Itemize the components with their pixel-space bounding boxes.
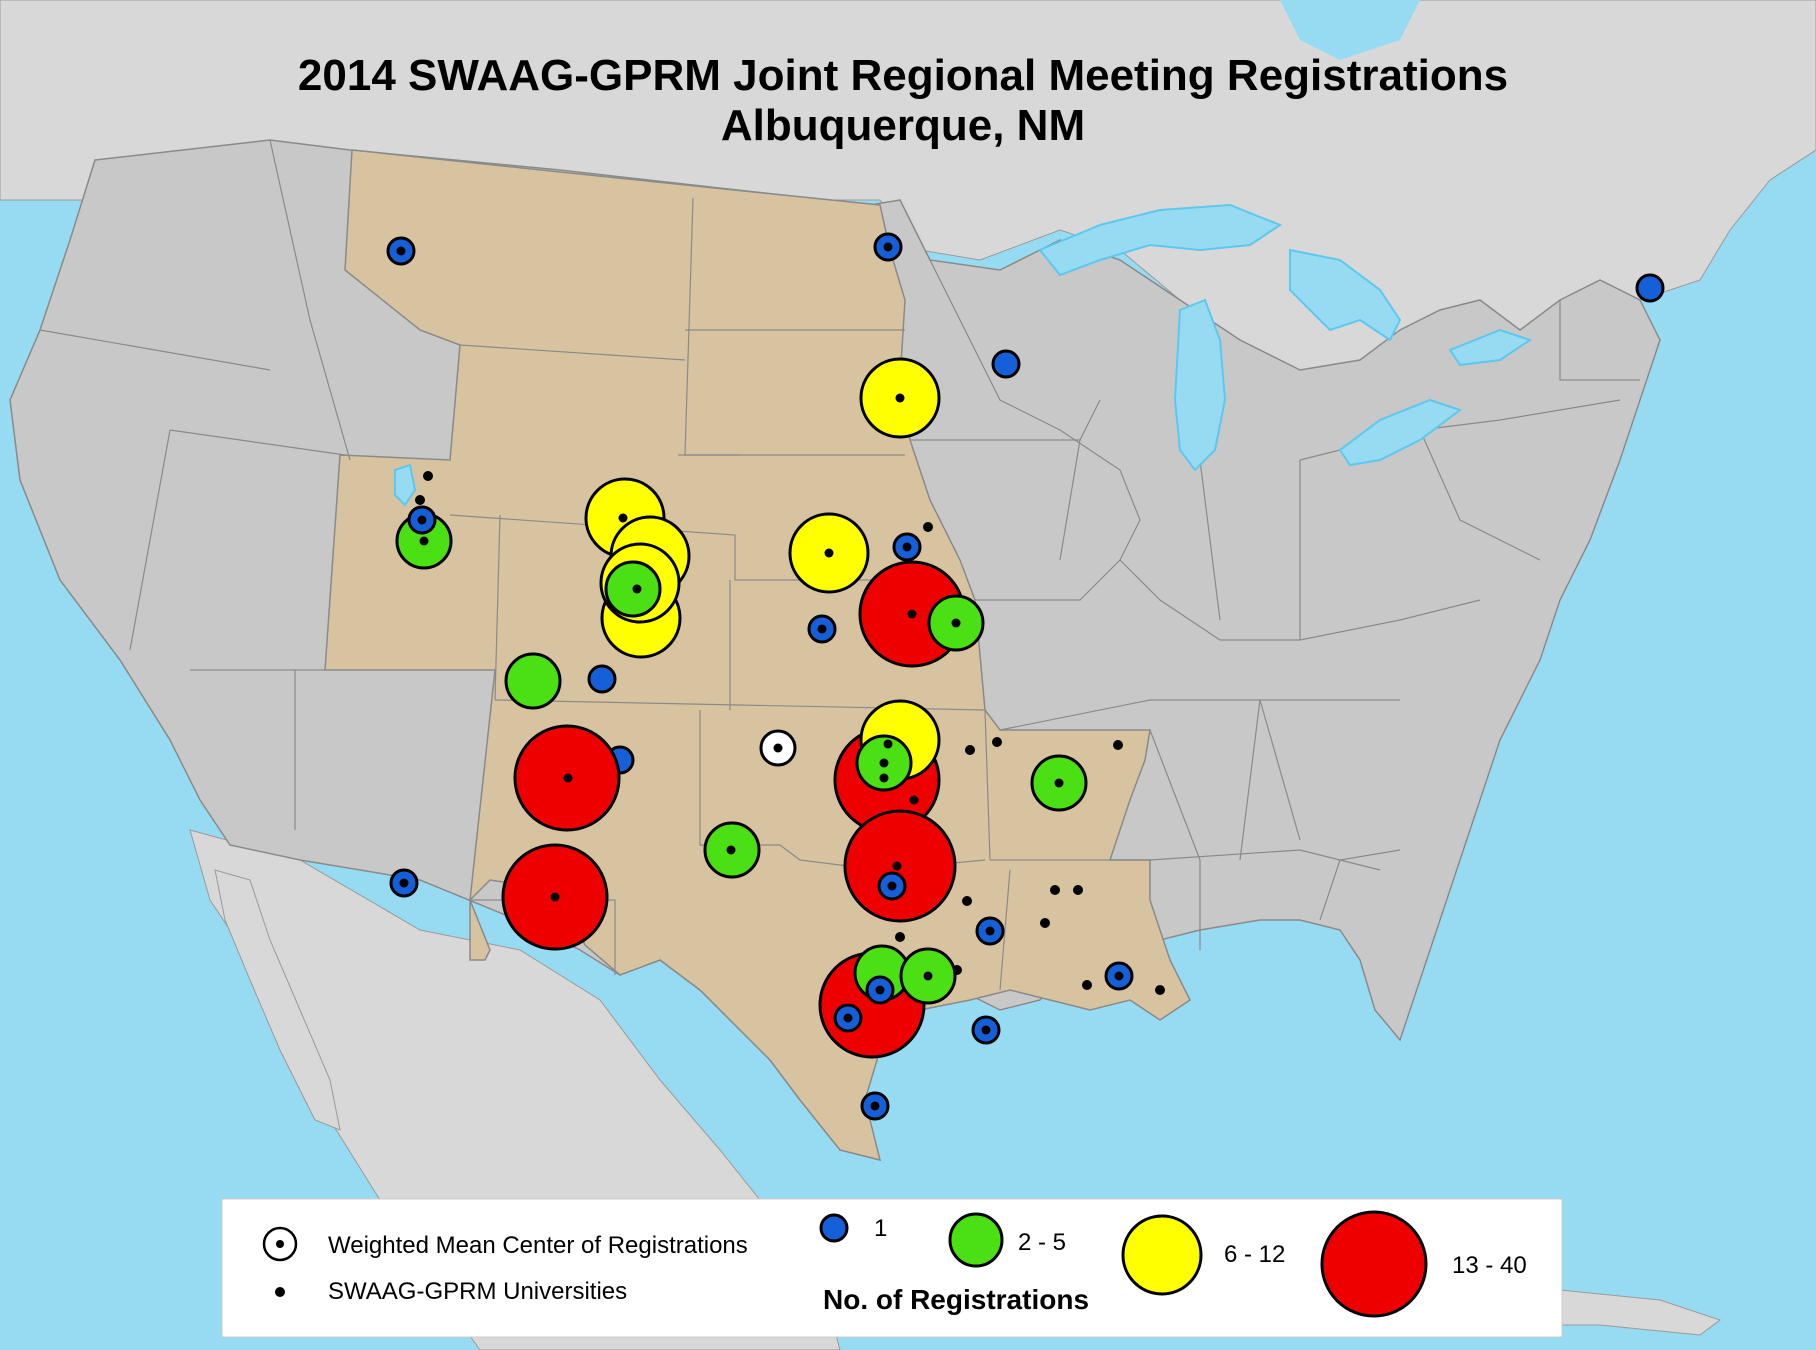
weighted-mean-center-marker: [759, 729, 797, 767]
map-subtitle: Albuquerque, NM: [721, 101, 1085, 150]
university-dot: [962, 896, 972, 906]
university-dot: [415, 495, 425, 505]
university-dot: [965, 745, 975, 755]
symbol-1: [991, 349, 1021, 379]
legend-scale-title: No. of Registrations: [823, 1284, 1089, 1315]
university-dot: [1082, 980, 1092, 990]
great-lakes: [1038, 203, 1533, 472]
legend: Weighted Mean Center of Registrations SW…: [221, 1198, 1563, 1338]
university-dot: [923, 522, 933, 532]
legend-mean-center-label: Weighted Mean Center of Registrations: [328, 1232, 748, 1259]
symbol-1: [1635, 273, 1665, 303]
legend-class-1-symbol: [819, 1213, 849, 1243]
legend-class-4-label: 13 - 40: [1452, 1252, 1527, 1279]
university-dot: [1113, 740, 1123, 750]
map-title: 2014 SWAAG-GPRM Joint Regional Meeting R…: [298, 51, 1508, 100]
symbol-1: [587, 664, 617, 694]
legend-university-label: SWAAG-GPRM Universities: [328, 1278, 627, 1305]
university-dot: [1050, 885, 1060, 895]
legend-class-2-symbol: [948, 1212, 1004, 1268]
university-dot: [1073, 885, 1083, 895]
university-dot: [423, 471, 433, 481]
legend-class-3-label: 6 - 12: [1224, 1241, 1285, 1268]
legend-mean-center-icon: [262, 1226, 298, 1262]
legend-class-4-symbol: [1320, 1210, 1428, 1318]
baja-peninsula: [214, 869, 341, 1131]
legend-university-dot-icon: [275, 1287, 285, 1297]
hudson-bay-edge: [1280, 0, 1420, 60]
university-dot: [1155, 985, 1165, 995]
great-salt-lake: [394, 463, 417, 507]
university-dot: [895, 932, 905, 942]
legend-class-1-label: 1: [874, 1215, 887, 1242]
university-dot: [992, 737, 1002, 747]
legend-class-2-label: 2 - 5: [1018, 1229, 1066, 1256]
symbol-center-dots: [396, 242, 1124, 1111]
university-dot: [1040, 918, 1050, 928]
symbol-2-5: [504, 652, 562, 710]
registration-symbols: [386, 232, 1665, 1121]
legend-class-3-symbol: [1121, 1214, 1203, 1296]
